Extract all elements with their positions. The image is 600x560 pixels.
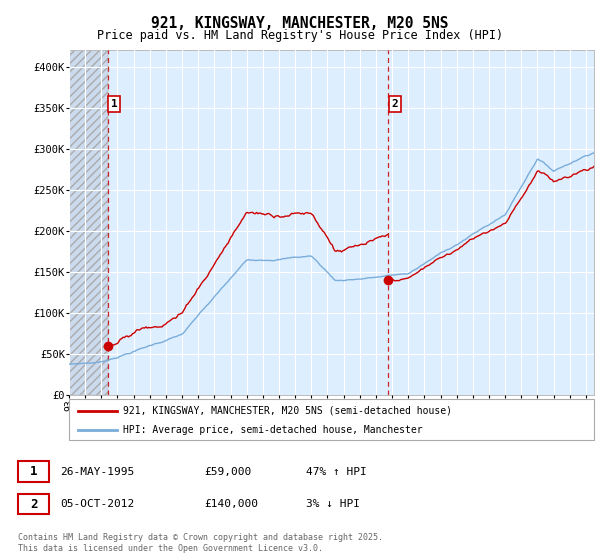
Text: 921, KINGSWAY, MANCHESTER, M20 5NS (semi-detached house): 921, KINGSWAY, MANCHESTER, M20 5NS (semi…: [123, 405, 452, 416]
Text: £59,000: £59,000: [204, 466, 251, 477]
Text: 2: 2: [30, 497, 37, 511]
Text: 26-MAY-1995: 26-MAY-1995: [60, 466, 134, 477]
Text: 3% ↓ HPI: 3% ↓ HPI: [306, 499, 360, 509]
Text: 05-OCT-2012: 05-OCT-2012: [60, 499, 134, 509]
Text: £140,000: £140,000: [204, 499, 258, 509]
Text: 47% ↑ HPI: 47% ↑ HPI: [306, 466, 367, 477]
Text: Price paid vs. HM Land Registry's House Price Index (HPI): Price paid vs. HM Land Registry's House …: [97, 29, 503, 42]
Text: 1: 1: [111, 99, 118, 109]
Bar: [69, 50, 108, 395]
Text: HPI: Average price, semi-detached house, Manchester: HPI: Average price, semi-detached house,…: [123, 424, 422, 435]
Text: 1: 1: [30, 465, 37, 478]
Text: Contains HM Land Registry data © Crown copyright and database right 2025.
This d: Contains HM Land Registry data © Crown c…: [18, 533, 383, 553]
Text: 2: 2: [391, 99, 398, 109]
Text: 921, KINGSWAY, MANCHESTER, M20 5NS: 921, KINGSWAY, MANCHESTER, M20 5NS: [151, 16, 449, 31]
